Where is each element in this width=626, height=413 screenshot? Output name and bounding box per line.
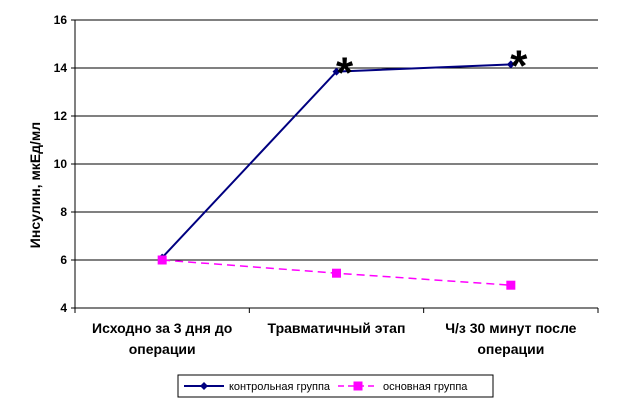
y-tick-label: 16 [54, 13, 68, 27]
series-2 [157, 255, 516, 290]
y-tick-label: 6 [60, 253, 67, 267]
data-point [332, 268, 341, 278]
legend-label: основная группа [383, 381, 468, 393]
data-point [506, 280, 516, 290]
x-category-labels: Исходно за 3 дня до операции Травматичный … [92, 320, 577, 357]
y-axis-label: Инсулин, мкЕд/мл [27, 122, 43, 248]
data-point [332, 67, 341, 76]
y-tick-label: 10 [54, 157, 68, 171]
legend-swatch-marker [353, 381, 363, 391]
axes [74, 20, 599, 313]
legend-box [177, 374, 494, 398]
x-category-label: Исходно за 3 дня до операции [92, 320, 232, 357]
significance-star: * [336, 49, 354, 98]
y-tick-label: 8 [60, 205, 67, 219]
y-tick-label: 14 [54, 61, 68, 75]
significance-star: * [510, 41, 528, 90]
legend-label: контрольная группа [229, 381, 331, 393]
y-tick-label: 4 [60, 301, 67, 315]
y-tick-labels: 4 6 8 10 12 14 16 [54, 13, 68, 315]
significance-annotations: * * [336, 41, 528, 97]
data-point [506, 60, 515, 69]
y-tick-label: 12 [54, 109, 68, 123]
data-point [157, 255, 167, 265]
x-category-label: Травматичный этап [268, 320, 406, 336]
legend-swatch-marker [200, 382, 208, 390]
series-lines [157, 60, 516, 290]
x-category-label: Ч/з 30 минут после операции [445, 320, 576, 357]
legend: контрольная группа основная группа [177, 374, 494, 398]
